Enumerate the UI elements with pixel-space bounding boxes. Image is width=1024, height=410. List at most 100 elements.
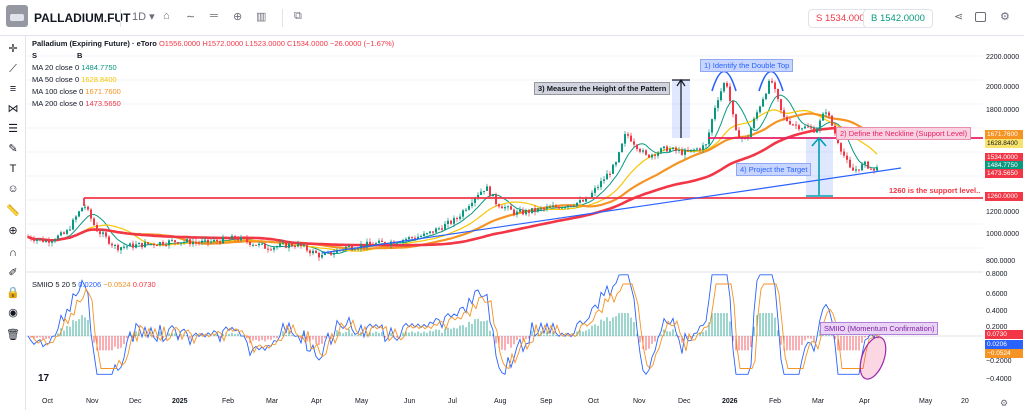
candle-body <box>810 127 812 129</box>
candle-body <box>63 232 65 234</box>
annotation-neckline[interactable]: 2) Define the Neckline (Support Level) <box>836 127 972 140</box>
candle-body <box>501 206 503 209</box>
candle-body <box>552 205 554 207</box>
lock-icon[interactable]: 🔒 <box>6 287 20 299</box>
lock-drawings-icon[interactable]: ✐ <box>8 267 18 279</box>
fullscreen-icon[interactable] <box>975 12 986 22</box>
ma100-label[interactable]: MA 100 close 0 <box>32 87 84 96</box>
symbol-logo[interactable] <box>6 5 28 27</box>
text-icon[interactable]: T <box>9 163 17 175</box>
time-axis[interactable]: Oct Nov Dec 2025 Feb Mar Apr May Jun Jul… <box>26 396 983 410</box>
visibility-icon[interactable]: ◉ <box>8 307 18 319</box>
horizontal-lines-icon[interactable]: ≡ <box>9 83 17 95</box>
ma20-label[interactable]: MA 20 close 0 <box>32 63 80 72</box>
time-tick: Jun <box>404 398 416 405</box>
time-tick: Oct <box>42 398 53 405</box>
ma50-tag: 1628.8400 <box>985 139 1023 148</box>
time-tick: May <box>919 398 933 405</box>
candle-body <box>318 253 320 258</box>
candle-body <box>435 228 437 233</box>
candle-body <box>750 128 752 138</box>
chart-grid <box>26 55 983 249</box>
osc-name[interactable]: SMIIO 5 20 5 <box>32 280 77 289</box>
candle-body <box>774 82 776 89</box>
candle-body <box>444 223 446 230</box>
candle-body <box>243 237 245 239</box>
ruler-icon[interactable]: 📏 <box>6 205 20 217</box>
crosshair-icon[interactable]: ✛ <box>8 43 18 55</box>
candle-body <box>273 247 275 250</box>
pitchfork-icon[interactable]: ⋈ <box>7 103 19 115</box>
emoji-icon[interactable]: ☺ <box>7 183 19 195</box>
brush-icon[interactable]: ✎ <box>8 143 18 155</box>
ma200-label[interactable]: MA 200 close 0 <box>32 99 84 108</box>
magnet-icon[interactable]: ∩ <box>9 247 17 259</box>
candle-body <box>285 242 287 248</box>
ma50-value: 1628.8400 <box>81 75 117 84</box>
time-tick: Feb <box>222 398 235 405</box>
interval-selector[interactable]: 1D ▾ <box>132 11 155 23</box>
candle-body <box>225 237 227 239</box>
share-icon[interactable]: ⋖ <box>954 11 964 23</box>
candle-body <box>372 244 374 246</box>
candle-body <box>870 168 872 170</box>
price-axis[interactable]: 2200.0000 2000.0000 1800.0000 1200.0000 … <box>983 36 1024 396</box>
trash-icon[interactable]: 🗑 <box>6 329 20 341</box>
candle-body <box>180 242 182 244</box>
candle-body <box>189 239 191 245</box>
axis-settings-icon[interactable]: ⚙ <box>1000 398 1009 408</box>
candle-body <box>462 210 464 217</box>
alert-icon[interactable]: ⧉ <box>294 10 302 22</box>
candle-type-icon[interactable]: ⌂ <box>163 10 170 22</box>
ma50-label[interactable]: MA 50 close 0 <box>32 75 80 84</box>
candle-body <box>525 209 527 215</box>
osc-v1: 0.0206 <box>78 280 102 289</box>
settings-icon[interactable]: ⚙ <box>1000 11 1010 23</box>
candle-body <box>678 149 680 151</box>
candle-body <box>240 237 242 241</box>
add-indicator-icon[interactable]: ⊕ <box>233 11 243 23</box>
annotation-support[interactable]: 1260 is the support level.. <box>889 186 981 195</box>
candle-body <box>600 180 602 188</box>
candle-body <box>159 242 161 246</box>
annotation-identify[interactable]: 1) Identify the Double Top <box>700 59 794 72</box>
indicators-icon[interactable]: ▥ <box>256 11 267 23</box>
candle-body <box>876 167 878 171</box>
annotation-smiio[interactable]: SMIIO (Momentum Confirmation) <box>820 322 939 335</box>
time-tick: Nov <box>86 398 99 405</box>
time-tick: Nov <box>633 398 646 405</box>
divider <box>120 9 121 27</box>
line-type-icon[interactable]: ∼ <box>186 11 196 23</box>
candle-body <box>27 236 29 238</box>
candle-body <box>546 207 548 209</box>
zoom-icon[interactable]: ⊕ <box>8 225 18 237</box>
candle-body <box>51 241 53 243</box>
annotation-project[interactable]: 4) Project the Target <box>736 163 812 176</box>
trend-line-icon[interactable]: ⟋ <box>9 63 17 75</box>
candle-body <box>780 99 782 111</box>
candle-body <box>828 112 830 116</box>
symbol-name[interactable]: PALLADIUM.FUT <box>34 11 131 25</box>
candle-body <box>420 235 422 237</box>
candle-body <box>177 242 179 244</box>
candle-body <box>126 246 128 248</box>
candle-body <box>363 244 365 248</box>
buy-button[interactable]: B 1542.0000 <box>863 9 933 28</box>
candle-body <box>516 211 518 215</box>
candle-body <box>816 129 818 133</box>
price-chart[interactable]: 17 <box>26 36 983 396</box>
ma20-tag: 1484.7750 <box>985 161 1023 170</box>
candle-body <box>105 232 107 237</box>
candle-body <box>414 237 416 239</box>
candle-body <box>291 243 293 247</box>
candle-body <box>858 169 860 171</box>
candlesticks <box>27 78 878 261</box>
candle-body <box>114 244 116 246</box>
candle-body <box>84 206 86 208</box>
candle-body <box>834 125 836 134</box>
annotation-measure[interactable]: 3) Measure the Height of the Pattern <box>534 82 671 95</box>
fib-icon[interactable]: ☰ <box>8 123 18 135</box>
candle-body <box>429 231 431 234</box>
candle-body <box>783 110 785 118</box>
compare-icon[interactable]: ═ <box>210 10 218 22</box>
